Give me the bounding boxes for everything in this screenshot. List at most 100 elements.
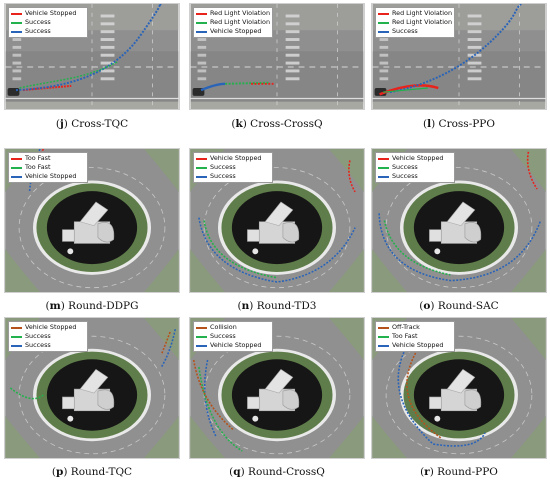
panel-n: Vehicle Stopped Success Success — [189, 148, 365, 293]
legend-entry: Red Light Violation — [378, 18, 452, 27]
panel-title: Cross-TQC — [71, 118, 129, 130]
legend-label: Success — [392, 163, 418, 171]
legend-label: Success — [392, 172, 418, 180]
legend-line-icon — [196, 335, 207, 338]
legend-line-icon — [11, 157, 22, 160]
panel-o: Vehicle Stopped Success Success — [371, 148, 547, 293]
legend: Vehicle Stopped Success Success — [193, 152, 273, 183]
panel-title: Cross-CrossQ — [250, 118, 323, 130]
legend: Vehicle Stopped Success Success — [8, 7, 88, 38]
legend-entry: Success — [11, 18, 85, 27]
legend-line-icon — [378, 166, 389, 169]
panel-l: Red Light Violation Red Light Violation Su… — [371, 3, 547, 110]
legend-label: Vehicle Stopped — [25, 9, 77, 17]
legend-entry: Success — [196, 332, 270, 341]
legend-entry: Too Fast — [11, 163, 85, 172]
legend-label: Vehicle Stopped — [392, 341, 444, 349]
panel-j: Vehicle Stopped Success Success — [4, 3, 180, 110]
legend-entry: Vehicle Stopped — [196, 154, 270, 163]
legend-label: Success — [25, 27, 51, 35]
legend-label: Red Light Violation — [210, 9, 271, 17]
legend-entry: Vehicle Stopped — [11, 323, 85, 332]
panel-letter: n — [241, 300, 250, 312]
legend-entry: Success — [11, 341, 85, 350]
legend-line-icon — [196, 175, 207, 178]
legend-entry: Red Light Violation — [196, 9, 270, 18]
panel-letter: p — [56, 466, 64, 478]
legend-line-icon — [378, 21, 389, 24]
panel-letter: o — [423, 300, 431, 312]
legend-label: Too Fast — [25, 154, 51, 162]
legend-line-icon — [378, 12, 389, 15]
panel-title: Round-DDPG — [68, 300, 139, 312]
legend-line-icon — [11, 30, 22, 33]
legend-label: Vehicle Stopped — [392, 154, 444, 162]
legend-line-icon — [378, 335, 389, 338]
legend-entry: Too Fast — [11, 154, 85, 163]
legend-line-icon — [11, 166, 22, 169]
legend-entry: Collision — [196, 323, 270, 332]
panel-q: Collision Success Vehicle Stopped — [189, 317, 365, 459]
panel-caption: (l) Cross-PPO — [423, 118, 495, 130]
legend-label: Success — [25, 18, 51, 26]
legend-entry: Red Light Violation — [196, 18, 270, 27]
panel-letter: k — [235, 118, 243, 130]
legend: Too Fast Too Fast Vehicle Stopped — [8, 152, 88, 183]
legend-line-icon — [378, 344, 389, 347]
legend: Red Light Violation Red Light Violation Su… — [375, 7, 455, 38]
legend-label: Red Light Violation — [392, 9, 453, 17]
legend-line-icon — [378, 326, 389, 329]
panel-caption: (m) Round-DDPG — [45, 300, 139, 312]
legend-entry: Vehicle Stopped — [196, 27, 270, 36]
legend-label: Too Fast — [25, 163, 51, 171]
panel-caption: (r) Round-PPO — [420, 466, 498, 478]
legend: Vehicle Stopped Success Success — [375, 152, 455, 183]
legend: Collision Success Vehicle Stopped — [193, 321, 273, 352]
legend-label: Vehicle Stopped — [25, 323, 77, 331]
legend-entry: Red Light Violation — [378, 9, 452, 18]
legend-line-icon — [196, 157, 207, 160]
panel-caption: (k) Cross-CrossQ — [231, 118, 323, 130]
panel-title: Round-CrossQ — [248, 466, 325, 478]
legend: Vehicle Stopped Success Success — [8, 321, 88, 352]
legend-entry: Success — [378, 163, 452, 172]
legend-label: Success — [25, 341, 51, 349]
panel-title: Cross-PPO — [438, 118, 495, 130]
legend-entry: Vehicle Stopped — [11, 172, 85, 181]
legend-label: Vehicle Stopped — [210, 154, 262, 162]
legend-label: Off-Track — [392, 323, 420, 331]
legend-line-icon — [378, 157, 389, 160]
roundabout-scene — [372, 149, 546, 292]
legend-label: Collision — [210, 323, 237, 331]
legend: Red Light Violation Red Light Violation Ve… — [193, 7, 273, 38]
legend-entry: Success — [11, 27, 85, 36]
legend: Off-Track Too Fast Vehicle Stopped — [375, 321, 455, 352]
panel-m: Too Fast Too Fast Vehicle Stopped — [4, 148, 180, 293]
legend-label: Success — [210, 172, 236, 180]
legend-line-icon — [196, 30, 207, 33]
legend-entry: Success — [196, 172, 270, 181]
legend-label: Success — [25, 332, 51, 340]
panel-caption: (p) Round-TQC — [51, 466, 133, 478]
panel-letter: q — [233, 466, 241, 478]
legend-entry: Success — [11, 332, 85, 341]
legend-line-icon — [11, 326, 22, 329]
legend-entry: Vehicle Stopped — [196, 341, 270, 350]
legend-label: Success — [392, 27, 418, 35]
legend-label: Red Light Violation — [392, 18, 453, 26]
panel-title: Round-SAC — [437, 300, 499, 312]
legend-entry: Success — [378, 172, 452, 181]
panel-letter: l — [427, 118, 432, 130]
legend-label: Vehicle Stopped — [25, 172, 77, 180]
legend-line-icon — [378, 175, 389, 178]
legend-line-icon — [11, 12, 22, 15]
panel-k: Red Light Violation Red Light Violation Ve… — [189, 3, 365, 110]
legend-entry: Too Fast — [378, 332, 452, 341]
legend-line-icon — [11, 335, 22, 338]
legend-line-icon — [11, 175, 22, 178]
legend-label: Success — [210, 163, 236, 171]
legend-line-icon — [196, 344, 207, 347]
legend-entry: Success — [378, 27, 452, 36]
legend-label: Success — [210, 332, 236, 340]
legend-line-icon — [196, 21, 207, 24]
